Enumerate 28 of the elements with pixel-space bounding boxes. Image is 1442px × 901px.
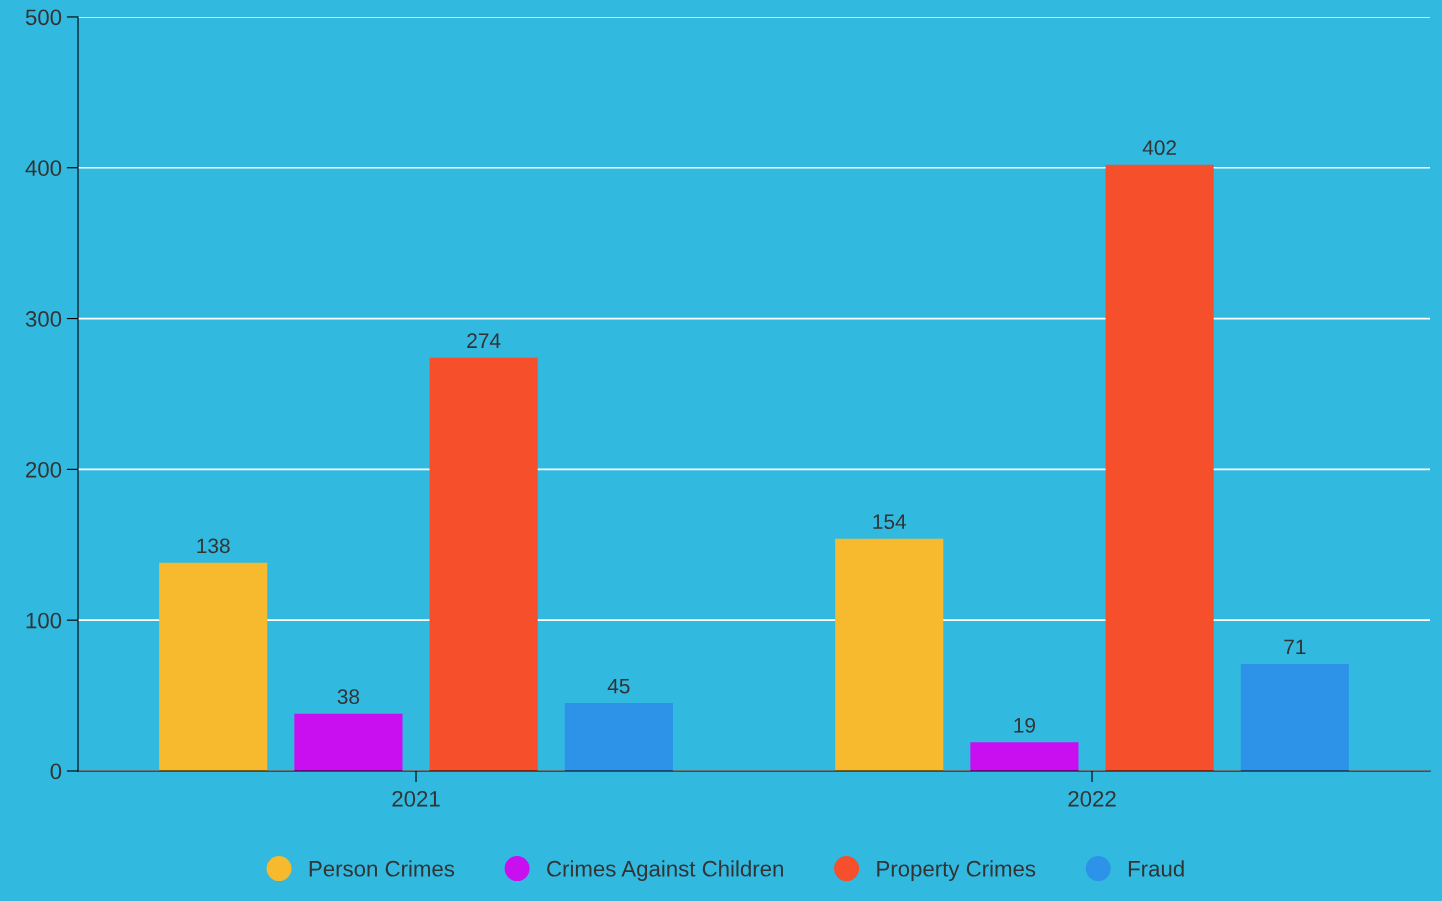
data-label: 138: [197, 538, 230, 554]
data-label: 154: [873, 514, 906, 530]
bar: [159, 562, 268, 771]
data-label: 19: [1014, 717, 1036, 733]
data-label: 274: [467, 333, 501, 348]
y-tick-label: 100: [26, 612, 62, 629]
bar: [1240, 663, 1349, 771]
y-tick-label: 200: [26, 461, 62, 478]
y-tick-label: 400: [25, 160, 62, 177]
data-label: 71: [1284, 639, 1306, 655]
data-label: 45: [607, 678, 630, 694]
legend-label: Property Crimes: [877, 860, 1036, 881]
bar: [970, 742, 1079, 771]
data-label: 38: [337, 689, 360, 704]
bar: [564, 703, 673, 771]
x-tick-label: 2021: [392, 791, 440, 807]
legend-label: Fraud: [1128, 860, 1184, 877]
y-tick-label: 300: [25, 311, 62, 327]
y-tick-label: 0: [50, 763, 62, 780]
bar: [429, 357, 538, 771]
legend-label: Person Crimes: [309, 860, 455, 877]
data-label: 402: [1142, 140, 1176, 156]
bar: [294, 713, 403, 771]
bar: [835, 538, 944, 771]
bar: [1105, 164, 1214, 771]
x-tick-label: 2022: [1068, 791, 1116, 807]
legend-label: Crimes Against Children: [547, 860, 783, 881]
y-tick-label: 500: [25, 9, 62, 26]
